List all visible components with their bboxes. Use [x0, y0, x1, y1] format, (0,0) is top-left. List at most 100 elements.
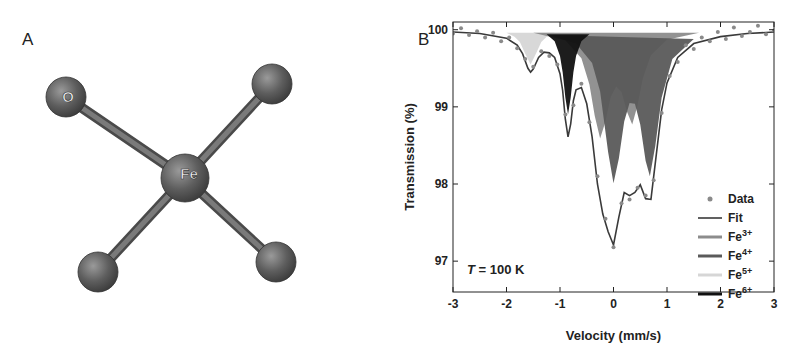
text-superscript: 6+ [742, 285, 752, 295]
data-point [459, 26, 463, 30]
data-point [660, 111, 664, 115]
data-point [644, 194, 648, 198]
x-tick-top [506, 22, 507, 27]
text-superscript: 5+ [742, 266, 752, 276]
data-point [684, 43, 688, 47]
data-point [531, 65, 535, 69]
data-point [523, 57, 527, 61]
iron-atom [161, 154, 209, 202]
data-point [467, 33, 471, 37]
x-tick-label: 1 [664, 297, 671, 311]
x-tick-top [613, 22, 614, 27]
y-tick-right [769, 29, 774, 30]
data-point [724, 37, 728, 41]
x-tick-top [453, 22, 454, 27]
annotation: T = 100 K [467, 262, 525, 277]
panel-b: B-3-2-10123979899100Velocity (mm/s)Trans… [402, 22, 778, 343]
data-point [499, 39, 503, 43]
atom-label: O [62, 88, 74, 105]
data-point [555, 62, 559, 66]
data-point [708, 39, 712, 43]
x-tick [506, 287, 507, 292]
x-tick-top [774, 22, 775, 27]
x-axis-label: Velocity (mm/s) [566, 328, 661, 343]
data-point [668, 74, 672, 78]
data-point [563, 113, 567, 117]
data-point [579, 82, 583, 86]
y-tick-right [769, 184, 774, 185]
figure: AFeOB-3-2-10123979899100Velocity (mm/s)T… [0, 0, 800, 355]
data-point [507, 35, 511, 39]
legend-symbol [698, 293, 722, 296]
oxygen-atom [256, 242, 296, 282]
y-tick [453, 184, 458, 185]
data-point [748, 30, 752, 34]
annotation-rest: = 100 K [475, 262, 525, 277]
legend-label: Fe3+ [728, 228, 752, 244]
text-base: Fe [728, 249, 742, 263]
legend-label: Data [728, 192, 754, 206]
y-axis-label: Transmission (%) [402, 103, 417, 211]
panel-label: A [22, 30, 34, 49]
x-tick-label: 3 [771, 297, 778, 311]
data-point [620, 201, 624, 205]
legend: DataFitFe3+Fe4+Fe5+Fe6+ [698, 192, 754, 301]
y-tick-label: 97 [435, 254, 449, 268]
data-point [676, 60, 680, 64]
data-point [539, 49, 543, 53]
data-point [483, 35, 487, 39]
x-tick [560, 287, 561, 292]
data-point [732, 25, 736, 29]
component-area [507, 33, 555, 65]
data-point [547, 54, 551, 58]
y-tick [453, 29, 458, 30]
x-tick [720, 287, 721, 292]
data-point [603, 217, 607, 221]
data-point [700, 35, 704, 39]
data-point [652, 178, 656, 182]
x-tick [613, 287, 614, 292]
data-point [571, 103, 575, 107]
x-tick-top [667, 22, 668, 27]
text-base: Fe [728, 230, 742, 244]
y-tick-label: 100 [428, 23, 448, 37]
data-point [756, 24, 760, 28]
oxygen-atom [252, 64, 292, 104]
x-tick-label: 2 [717, 297, 724, 311]
data-point [595, 174, 599, 178]
x-tick [774, 287, 775, 292]
legend-label: Fit [728, 211, 743, 225]
x-tick-label: -2 [501, 297, 512, 311]
x-tick [453, 287, 454, 292]
atom-label: Fe [180, 165, 198, 182]
x-tick [667, 287, 668, 292]
legend-symbol [698, 274, 722, 277]
oxygen-atom [46, 77, 86, 117]
data-point [636, 186, 640, 190]
component-area [547, 34, 590, 114]
legend-label: Fe4+ [728, 247, 752, 263]
text-superscript: 4+ [742, 247, 752, 257]
legend-label: Fe5+ [728, 266, 752, 282]
data-point [692, 47, 696, 51]
data-point [612, 245, 616, 249]
x-tick-label: -3 [448, 297, 459, 311]
y-tick [453, 261, 458, 262]
data-point [740, 34, 744, 38]
legend-symbol [698, 255, 722, 258]
x-tick-label: -1 [555, 297, 566, 311]
text-base: Fe [728, 287, 742, 301]
plot-frame [453, 22, 774, 292]
data-point [475, 29, 479, 33]
data-point [587, 120, 591, 124]
y-tick-label: 99 [435, 100, 449, 114]
data-point [491, 31, 495, 35]
data-point [716, 30, 720, 34]
data-point [764, 32, 768, 36]
fit-line [453, 32, 774, 245]
data-point [628, 197, 632, 201]
legend-label: Fe6+ [728, 285, 752, 301]
y-tick-label: 98 [435, 177, 449, 191]
y-tick [453, 106, 458, 107]
plot-marks [453, 24, 774, 249]
